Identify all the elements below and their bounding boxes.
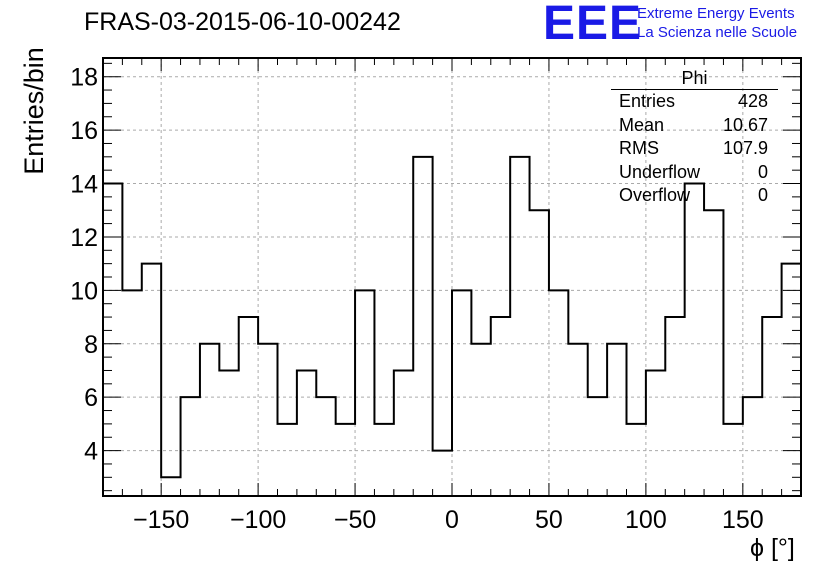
histogram-bar	[122, 290, 141, 496]
histogram-bar	[588, 397, 607, 496]
stats-box: Phi Entries 428 Mean 10.67 RMS 107.9 Underf…	[611, 68, 778, 208]
histogram-bar	[297, 370, 316, 496]
logo-caption: Extreme Energy Events La Scienza nelle S…	[637, 4, 797, 42]
stats-value: 428	[737, 91, 768, 111]
histogram-bar	[394, 370, 413, 496]
y-tick-label: 16	[70, 117, 98, 145]
histogram-bar	[510, 157, 529, 496]
stats-row-underflow: Underflow 0	[611, 161, 778, 185]
histogram-bar	[685, 184, 704, 496]
histogram-bar	[646, 370, 665, 496]
stats-title: Phi	[681, 68, 708, 88]
x-tick-label: −100	[230, 506, 286, 534]
histogram-bar	[530, 210, 549, 496]
stats-value: 0	[757, 185, 768, 205]
stats-row-entries: Entries 428	[611, 90, 778, 114]
stats-row-rms: RMS 107.9	[611, 137, 778, 161]
histogram-bar	[316, 397, 335, 496]
histogram-bar	[607, 344, 626, 496]
stats-key: Underflow	[619, 161, 701, 182]
y-tick-label: 14	[70, 171, 98, 199]
run-title: FRAS-03-2015-06-10-00242	[84, 8, 401, 36]
x-tick-label: 150	[722, 506, 764, 534]
axis-tick-labels: −150 −100 −50 0 50 100 150 4 6 8 10 12 14 16 18	[70, 64, 764, 534]
histogram-bar	[142, 264, 161, 496]
histogram-outline	[102, 155, 802, 496]
histogram-bar	[704, 210, 723, 496]
histogram-bar	[471, 344, 490, 496]
histogram-bar	[278, 424, 297, 496]
stats-value: 0	[757, 161, 768, 182]
stats-key: RMS	[619, 138, 659, 158]
logo-caption-line2: La Scienza nelle Scuole	[637, 24, 798, 41]
y-tick-label: 10	[70, 277, 98, 305]
histogram-bar	[568, 344, 587, 496]
histogram-bar	[433, 451, 452, 496]
histogram-bar	[413, 157, 432, 496]
histogram-bar	[181, 397, 200, 496]
x-tick-label: 0	[445, 506, 459, 534]
axis-ticks	[102, 58, 802, 496]
x-tick-label: −150	[133, 506, 189, 534]
histogram-bar	[200, 344, 219, 496]
histogram-bar	[627, 424, 646, 496]
y-tick-label: 18	[70, 64, 98, 92]
y-tick-label: 12	[70, 224, 98, 252]
histogram-bar	[782, 264, 801, 496]
histogram-bar	[336, 424, 355, 496]
histogram-bar	[355, 290, 374, 496]
x-tick-label: 100	[625, 506, 667, 534]
y-tick-label: 6	[84, 384, 98, 412]
histogram-bar	[258, 344, 277, 496]
stats-value: 10.67	[722, 114, 768, 135]
stats-key: Entries	[619, 91, 676, 111]
eee-logo: EEE	[543, 0, 643, 50]
x-tick-label: −50	[334, 506, 376, 534]
histogram-bar	[723, 424, 742, 496]
stats-row-overflow: Overflow 0	[611, 184, 778, 208]
histogram-bar	[219, 370, 238, 496]
histogram-bar	[549, 290, 568, 496]
stats-divider	[611, 89, 778, 90]
histogram-bar	[374, 424, 393, 496]
histogram-bar	[452, 290, 471, 496]
stats-row-mean: Mean 10.67	[611, 114, 778, 138]
histogram-bar	[103, 184, 122, 496]
histogram-series	[102, 155, 802, 496]
logo-caption-line1: Extreme Energy Events	[637, 5, 795, 22]
histogram-bar	[743, 397, 762, 496]
y-tick-label: 8	[84, 331, 98, 359]
histogram-bar	[161, 477, 180, 496]
stats-value: 107.9	[722, 138, 768, 158]
x-tick-label: 50	[535, 506, 563, 534]
stats-key: Mean	[619, 114, 665, 135]
stats-key: Overflow	[619, 185, 691, 205]
x-axis-label: ϕ [°]	[750, 534, 795, 562]
y-tick-label: 4	[84, 438, 98, 466]
y-axis-label: Entries/bin	[19, 47, 49, 175]
